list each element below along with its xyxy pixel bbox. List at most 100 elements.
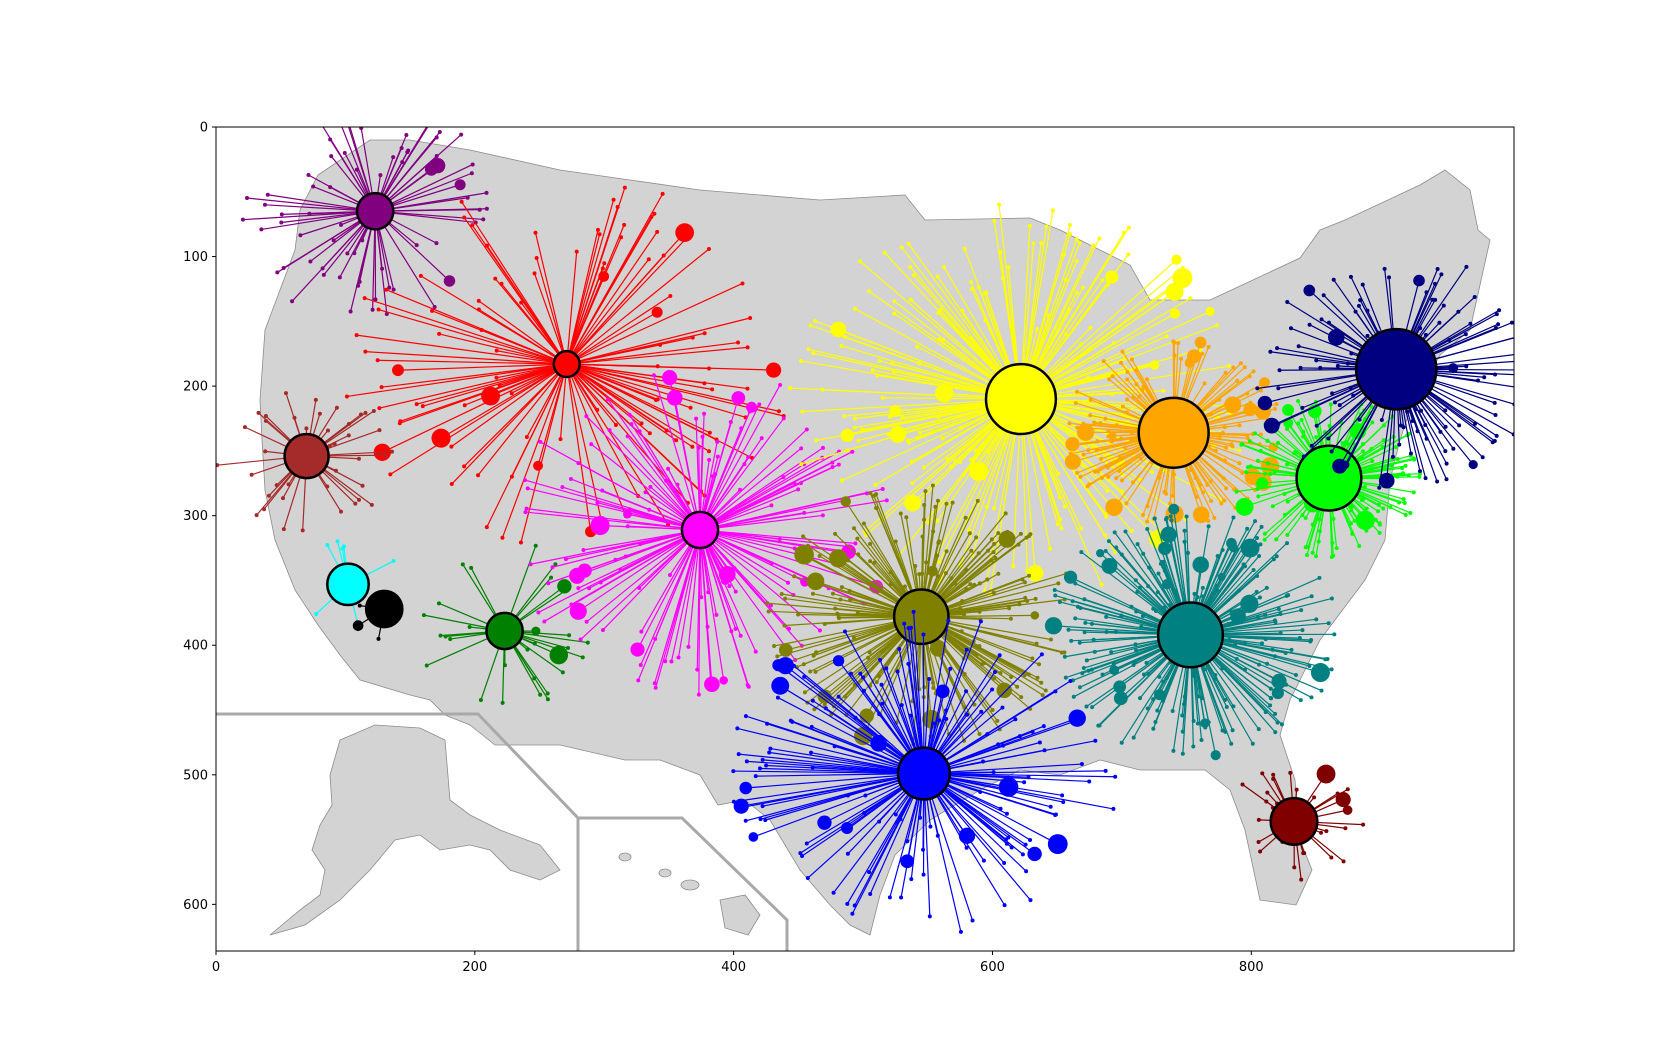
spoke-endpoint (602, 261, 607, 266)
spoke-endpoint (660, 191, 665, 196)
spoke-endpoint (984, 290, 989, 295)
spoke-endpoint (1424, 290, 1429, 295)
spoke-endpoint (553, 562, 558, 567)
spoke-endpoint (587, 586, 592, 591)
spoke-endpoint (335, 539, 340, 544)
spoke-endpoint (1073, 616, 1078, 621)
spoke-endpoint (1226, 537, 1237, 549)
spoke-endpoint (1435, 266, 1440, 271)
cluster-center-dot (1138, 397, 1209, 468)
spoke-endpoint (949, 464, 954, 469)
spoke-endpoint (1255, 535, 1260, 540)
spoke-endpoint (359, 127, 364, 130)
spoke-endpoint (1135, 542, 1140, 547)
spoke-endpoint (1403, 463, 1408, 468)
spoke-endpoint (1096, 469, 1101, 474)
spoke-endpoint (1245, 526, 1250, 531)
spoke-endpoint (778, 643, 793, 657)
spoke-endpoint (814, 650, 819, 655)
spoke-endpoint (801, 534, 806, 539)
spoke-endpoint (814, 438, 819, 443)
spoke-endpoint (545, 697, 550, 702)
spoke-endpoint (1285, 499, 1290, 504)
x-tick-label: 600 (980, 960, 1005, 975)
spoke-endpoint (997, 202, 1002, 207)
spoke-endpoint (639, 421, 644, 426)
spoke (762, 772, 925, 807)
spoke-endpoint (1258, 432, 1263, 437)
spoke-endpoint (459, 199, 464, 204)
spoke-endpoint (1022, 580, 1027, 585)
spoke-endpoint (1011, 564, 1016, 569)
spoke-endpoint (522, 478, 527, 483)
spoke-endpoint (840, 478, 845, 483)
spoke-endpoint (706, 449, 711, 454)
spoke-endpoint (843, 334, 848, 339)
spoke (699, 529, 864, 605)
spoke-endpoint (1285, 541, 1290, 546)
spoke-endpoint (1273, 620, 1278, 625)
spoke-endpoint (960, 308, 965, 313)
spoke-endpoint (768, 603, 773, 608)
spoke (566, 187, 626, 365)
spoke-endpoint (1253, 431, 1258, 436)
spoke-endpoint (753, 649, 758, 654)
spoke-endpoint (960, 598, 965, 603)
spoke-endpoint (1271, 776, 1276, 781)
spoke-endpoint (893, 539, 898, 544)
spoke-endpoint (748, 315, 753, 320)
spoke-endpoint (1071, 694, 1076, 699)
spoke (699, 514, 823, 531)
spoke-endpoint (1327, 329, 1345, 346)
spoke-endpoint (1093, 469, 1098, 474)
spoke-endpoint (888, 570, 893, 575)
spoke (699, 463, 805, 531)
spoke-endpoint (1293, 673, 1298, 678)
spoke-endpoint (459, 132, 464, 137)
cluster-center-dot (986, 364, 1056, 435)
spoke-endpoint (1033, 596, 1038, 601)
spoke-endpoint (1180, 266, 1185, 271)
spoke-endpoint (1106, 474, 1111, 479)
spoke-endpoint (1144, 660, 1149, 665)
cluster-center-dot (486, 612, 523, 650)
spoke-endpoint (653, 685, 658, 690)
spoke-endpoint (1074, 443, 1079, 448)
spoke (566, 363, 774, 371)
spoke-endpoint (1044, 224, 1049, 229)
spoke-endpoint (702, 411, 707, 416)
spoke-endpoint (1046, 313, 1051, 318)
spoke (566, 199, 615, 365)
spoke-endpoint (1119, 478, 1124, 483)
spoke-endpoint (1288, 770, 1293, 775)
spoke-endpoint (563, 557, 568, 562)
spoke-endpoint (538, 692, 543, 697)
spoke-endpoint (1048, 804, 1053, 809)
spoke-endpoint (1156, 571, 1161, 576)
spoke-endpoint (494, 375, 499, 380)
spoke-endpoint (1377, 522, 1382, 527)
spoke-endpoint (1256, 477, 1269, 490)
spoke-endpoint (298, 233, 303, 238)
spoke-endpoint (519, 300, 524, 305)
spoke-endpoint (710, 387, 715, 392)
spoke-endpoint (941, 265, 946, 270)
spoke-endpoint (1210, 750, 1221, 761)
spoke-endpoint (1314, 554, 1319, 559)
spoke-endpoint (1242, 640, 1247, 645)
spoke-endpoint (1064, 453, 1081, 470)
spoke-endpoint (836, 615, 841, 620)
spoke-endpoint (619, 235, 624, 240)
spoke-endpoint (1264, 799, 1269, 804)
spoke-endpoint (1451, 446, 1456, 451)
spoke-endpoint (920, 571, 925, 576)
spoke-endpoint (940, 436, 945, 441)
spoke-endpoint (1158, 561, 1163, 566)
spoke-endpoint (1073, 581, 1078, 586)
spoke-endpoint (1314, 435, 1319, 440)
spoke-endpoint (977, 581, 982, 586)
spoke-endpoint (1126, 252, 1131, 257)
spoke-endpoint (1341, 859, 1346, 864)
spoke-endpoint (833, 531, 838, 536)
spoke-endpoint (334, 405, 339, 410)
